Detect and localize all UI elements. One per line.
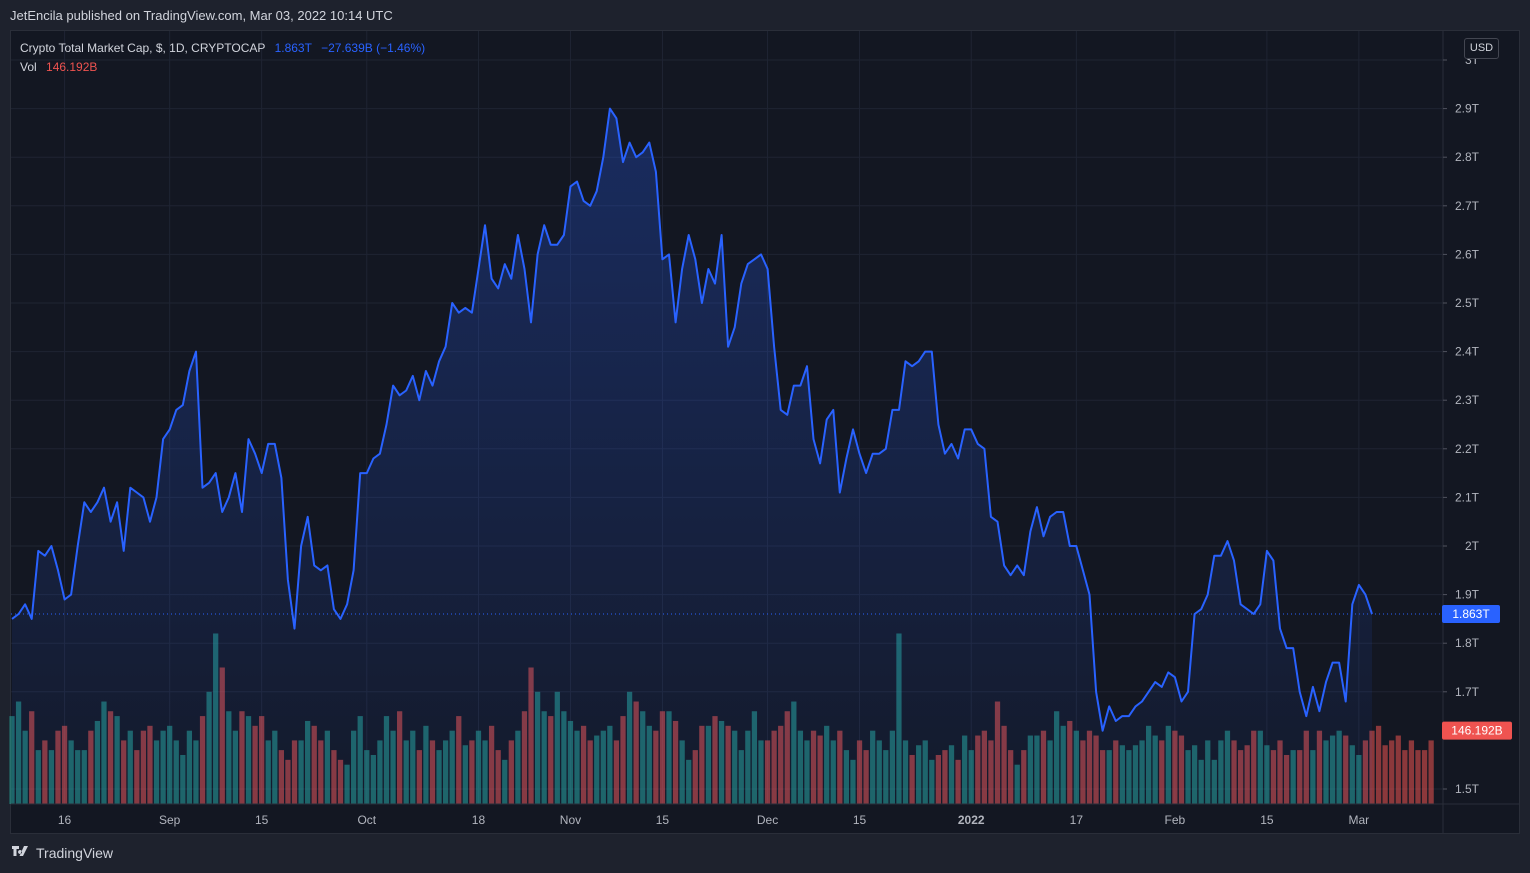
x-tick-label: 15 [1260,813,1274,827]
x-tick-label: Nov [560,813,581,827]
x-tick-label: 2022 [958,813,985,827]
footer-brand[interactable]: TradingView [10,845,113,861]
x-tick-label: 17 [1070,813,1084,827]
legend-vol-row: Vol 146.192B [20,58,425,77]
y-tick-label: 2.4T [1455,345,1480,359]
tradingview-logo-icon [12,846,28,856]
y-tick-label: 2.2T [1455,442,1480,456]
volume-label-text: 146.192B [1451,724,1502,738]
volume-bar [1428,740,1434,804]
legend-vol-value: 146.192B [46,60,98,74]
volume-bar [1395,735,1401,804]
legend-last-value: 1.863T [274,41,312,55]
y-tick-label: 1.7T [1455,685,1480,699]
legend-vol-label[interactable]: Vol [20,60,37,74]
volume-bar [1421,750,1428,804]
footer-brand-label: TradingView [36,845,114,861]
price-label-text: 1.863T [1452,607,1490,621]
y-tick-label: 1.5T [1455,782,1480,796]
currency-button[interactable]: USD [1464,38,1499,59]
volume-label-box [1442,721,1512,740]
y-tick-label: 2T [1465,539,1480,553]
x-tick-label: Oct [357,813,376,827]
price-line[interactable] [11,107,1373,732]
y-tick-label: 1.8T [1455,636,1480,650]
legend-change: −27.639B (−1.46%) [321,41,426,55]
x-tick-label: Mar [1349,813,1370,827]
y-tick-label: 2.7T [1455,199,1480,213]
x-tick-label: 16 [58,813,72,827]
volume-bar [1415,750,1421,804]
y-tick-label: 2.8T [1455,150,1480,164]
x-tick-label: 15 [255,813,269,827]
legend-main-row: Crypto Total Market Cap, $, 1D, CRYPTOCA… [20,39,425,58]
volume-bar [1389,740,1395,804]
y-tick-label: 2.1T [1455,490,1480,504]
y-tick-label: 1.9T [1455,588,1480,602]
legend: Crypto Total Market Cap, $, 1D, CRYPTOCA… [20,39,425,77]
x-tick-label: Dec [757,813,778,827]
y-tick-label: 2.9T [1455,102,1480,116]
legend-symbol[interactable]: Crypto Total Market Cap, $, 1D, CRYPTOCA… [20,41,266,55]
publish-header: JetEncila published on TradingView.com, … [10,8,393,23]
y-tick-label: 2.6T [1455,247,1480,261]
y-tick-label: 2.5T [1455,296,1480,310]
volume-bar [1375,725,1382,804]
volume-bar [1382,745,1388,804]
price-label-box [1442,605,1500,624]
price-area [12,108,1372,805]
volume-bar [1408,740,1415,804]
x-tick-label: 18 [472,813,486,827]
x-tick-label: Sep [159,813,181,827]
volume-bar [1402,750,1408,804]
x-tick-label: Feb [1165,813,1186,827]
y-tick-label: 2.3T [1455,393,1480,407]
x-tick-label: 15 [853,813,867,827]
x-tick-label: 15 [656,813,670,827]
